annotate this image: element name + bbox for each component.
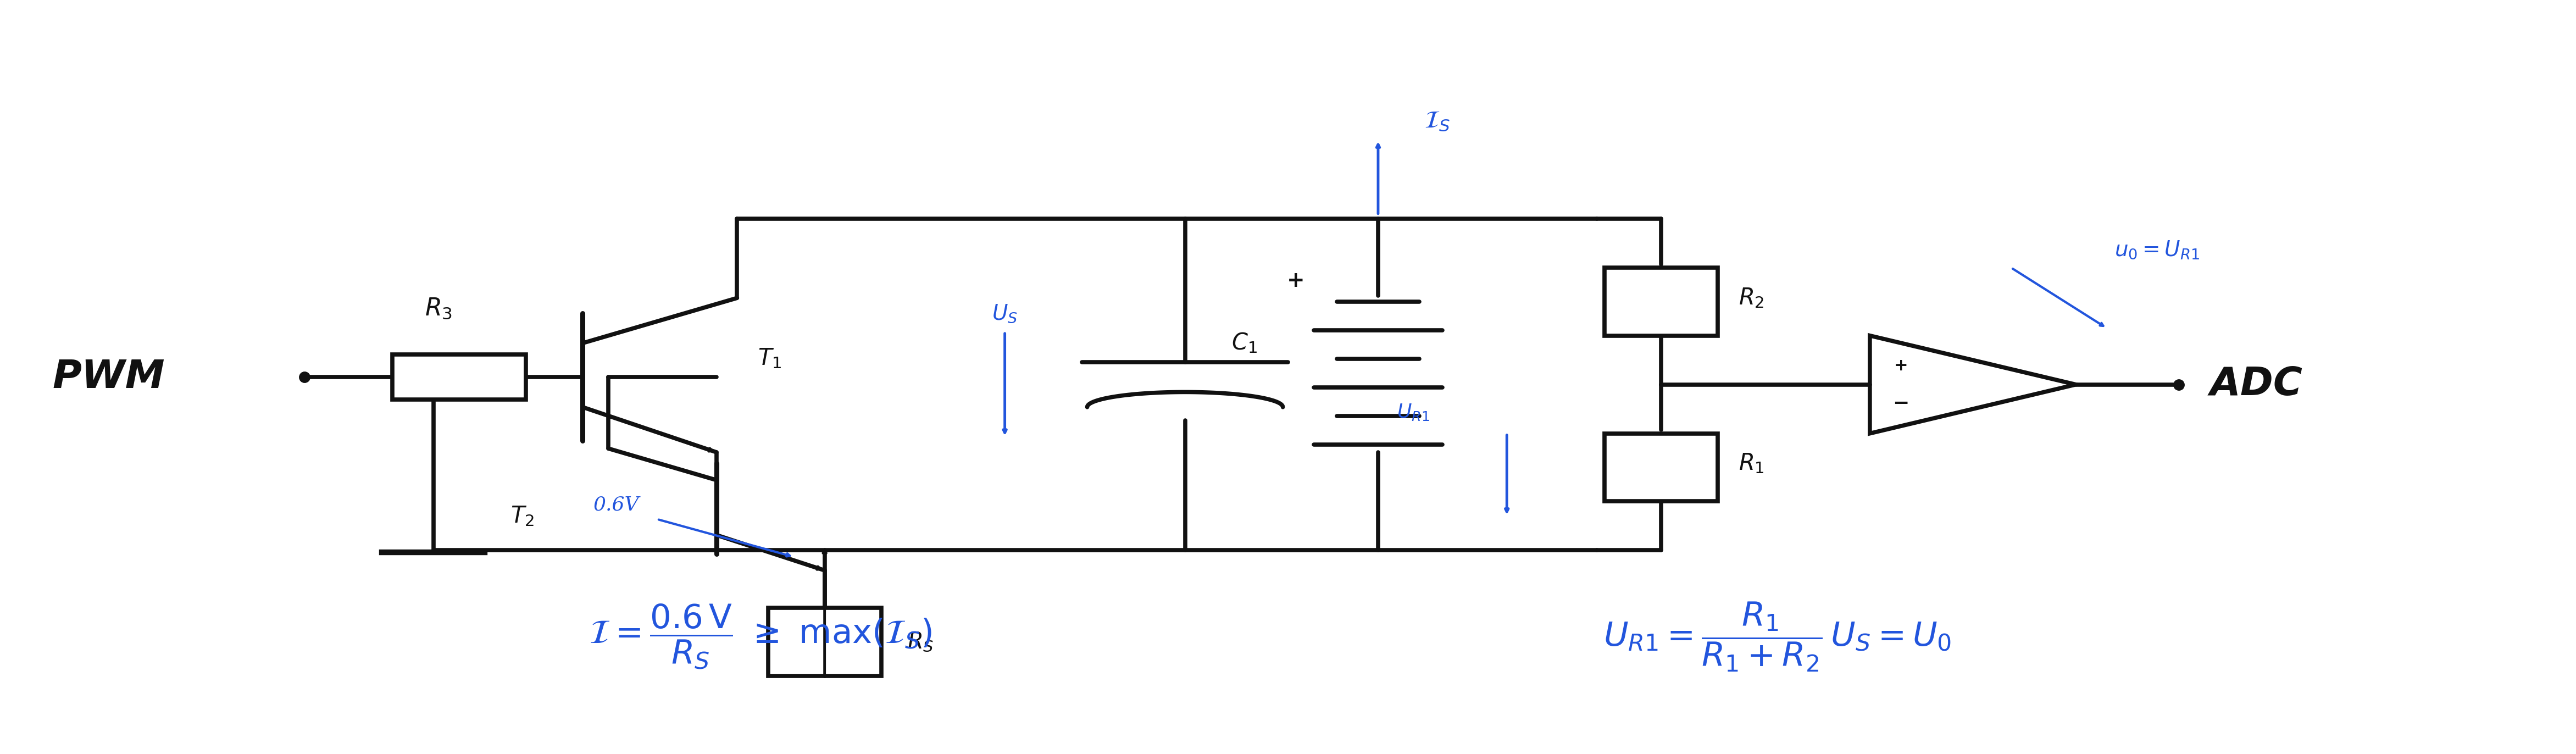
Text: $T_1$: $T_1$ — [757, 347, 781, 369]
Bar — [768, 608, 881, 676]
Text: $U_S$: $U_S$ — [992, 303, 1018, 324]
Text: $R_3$: $R_3$ — [425, 296, 453, 320]
Text: 0.6V: 0.6V — [592, 495, 639, 514]
Text: $R_S$: $R_S$ — [907, 630, 933, 654]
Text: +: + — [1893, 357, 1909, 374]
Bar — [1605, 268, 1718, 336]
Text: $T_2$: $T_2$ — [510, 504, 533, 528]
Text: −: − — [1893, 394, 1909, 412]
Bar — [392, 354, 526, 400]
Bar — [1605, 434, 1718, 501]
Text: +: + — [1288, 270, 1303, 291]
Text: $u_0 = U_{R1}$: $u_0 = U_{R1}$ — [2115, 239, 2200, 260]
Text: $\mathcal{I}_S$: $\mathcal{I}_S$ — [1425, 109, 1450, 133]
Text: $\mathcal{I} = \dfrac{0.6\,\mathrm{V}}{R_S}\ \geq\ \mathrm{max}(\mathcal{I}_S)$: $\mathcal{I} = \dfrac{0.6\,\mathrm{V}}{R… — [590, 602, 933, 671]
Text: $R_2$: $R_2$ — [1739, 287, 1765, 310]
Text: $C_1$: $C_1$ — [1231, 331, 1257, 354]
Text: PWM: PWM — [52, 358, 165, 396]
Text: ADC: ADC — [2210, 366, 2303, 403]
Text: $R_1$: $R_1$ — [1739, 452, 1765, 475]
Text: $U_{R1} = \dfrac{R_1}{R_1+R_2}\,U_S = U_0$: $U_{R1} = \dfrac{R_1}{R_1+R_2}\,U_S = U_… — [1602, 600, 1950, 673]
Text: $U_{R1}$: $U_{R1}$ — [1396, 403, 1430, 422]
